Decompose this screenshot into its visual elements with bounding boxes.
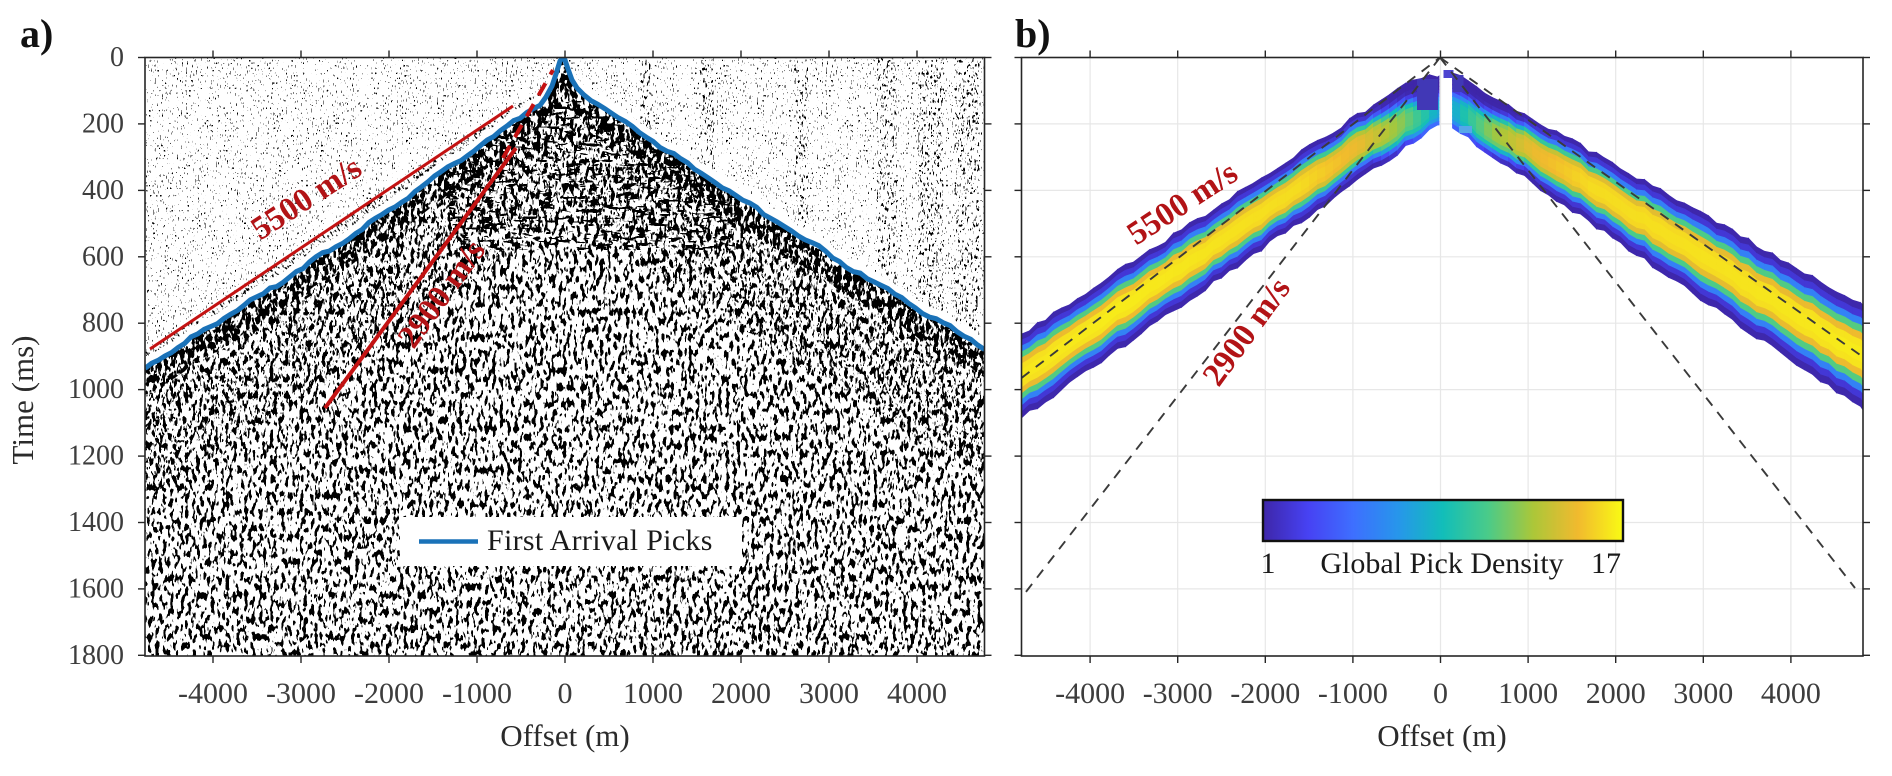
svg-text:-3000: -3000	[1143, 677, 1213, 710]
svg-text:-4000: -4000	[178, 677, 248, 710]
svg-text:600: 600	[82, 241, 124, 272]
svg-text:-2000: -2000	[1230, 677, 1300, 710]
svg-text:Offset (m): Offset (m)	[500, 718, 629, 753]
svg-text:First Arrival Picks: First Arrival Picks	[487, 524, 713, 557]
svg-text:Offset (m): Offset (m)	[1377, 718, 1506, 753]
svg-text:1000: 1000	[623, 677, 683, 710]
svg-text:-3000: -3000	[266, 677, 336, 710]
svg-text:800: 800	[82, 308, 124, 339]
svg-text:-1000: -1000	[1318, 677, 1388, 710]
svg-text:-4000: -4000	[1055, 677, 1125, 710]
svg-text:0: 0	[110, 42, 124, 73]
svg-text:3000: 3000	[799, 677, 859, 710]
svg-text:400: 400	[82, 175, 124, 206]
svg-text:-2000: -2000	[354, 677, 424, 710]
svg-text:4000: 4000	[1761, 677, 1821, 710]
svg-text:Time (ms): Time (ms)	[5, 336, 40, 465]
svg-text:0: 0	[1433, 677, 1448, 710]
svg-text:4000: 4000	[887, 677, 947, 710]
svg-text:17: 17	[1591, 547, 1621, 580]
svg-text:1: 1	[1261, 547, 1276, 580]
svg-text:1800: 1800	[68, 640, 124, 671]
svg-text:1000: 1000	[68, 374, 124, 405]
svg-text:0: 0	[558, 677, 573, 710]
svg-text:2000: 2000	[711, 677, 771, 710]
svg-text:-1000: -1000	[442, 677, 512, 710]
svg-text:2000: 2000	[1586, 677, 1646, 710]
svg-text:1000: 1000	[1498, 677, 1558, 710]
svg-text:1600: 1600	[68, 573, 124, 604]
svg-text:1200: 1200	[68, 441, 124, 472]
svg-text:1400: 1400	[68, 507, 124, 538]
svg-text:3000: 3000	[1673, 677, 1733, 710]
svg-text:a): a)	[20, 11, 53, 56]
svg-text:b): b)	[1015, 11, 1051, 56]
svg-text:200: 200	[82, 108, 124, 139]
svg-text:Global Pick Density: Global Pick Density	[1320, 547, 1563, 580]
